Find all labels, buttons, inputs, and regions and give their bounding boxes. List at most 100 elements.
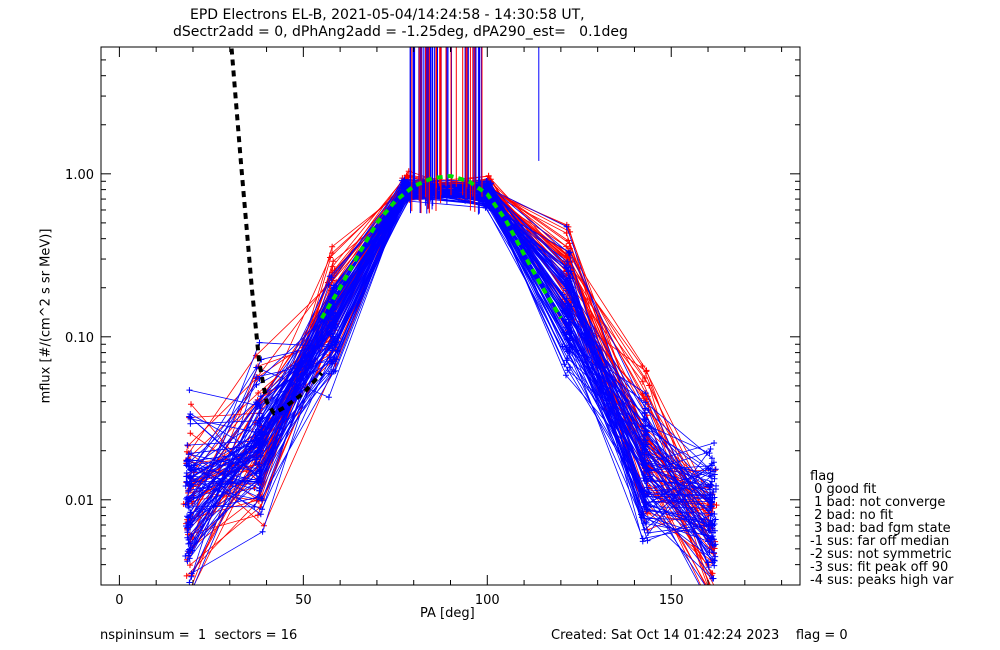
data-point [254, 512, 261, 519]
data-point [329, 347, 336, 354]
data-point [257, 476, 264, 483]
data-point [643, 467, 650, 474]
data-point [190, 586, 196, 592]
data-point [705, 495, 712, 502]
data-point [484, 178, 491, 185]
data-point [564, 285, 571, 292]
data-point [186, 413, 193, 420]
data-point [183, 572, 190, 579]
series-line [190, 188, 714, 563]
data-point [567, 334, 574, 341]
data-point [257, 511, 264, 518]
data-point [566, 346, 573, 353]
data-point [711, 440, 718, 447]
data-point [708, 482, 715, 489]
data-point [645, 489, 652, 496]
data-point [187, 482, 194, 489]
data-point [703, 449, 710, 456]
data-point [334, 347, 341, 354]
x-tick-label: 0 [115, 593, 123, 608]
data-point [183, 458, 190, 465]
data-point [639, 378, 646, 385]
data-point [185, 451, 192, 458]
series-line [189, 196, 713, 559]
data-point [565, 249, 572, 256]
data-point [644, 537, 651, 544]
x-tick-label: 50 [295, 593, 312, 608]
data-point [705, 585, 711, 591]
data-point [185, 498, 192, 505]
data-point [712, 613, 718, 619]
data-point [483, 201, 490, 208]
fit-curves-layer [229, 47, 563, 416]
data-point [327, 330, 334, 337]
data-point [645, 406, 652, 413]
series-line [189, 193, 707, 583]
data-point [711, 610, 717, 616]
data-point [252, 460, 259, 467]
series-line [186, 185, 710, 577]
data-point [186, 462, 193, 469]
data-point [641, 375, 648, 382]
data-point [325, 394, 332, 401]
data-point [187, 483, 194, 490]
data-point [330, 258, 337, 265]
legend-entry: 1 bad: not converge [810, 495, 946, 510]
data-point [400, 187, 407, 194]
legend-entry: -3 sus: fit peak off 90 [810, 560, 949, 575]
y-tick-label: 0.01 [65, 494, 94, 509]
legend-entry: -1 sus: far off median [810, 534, 950, 549]
data-point [256, 410, 263, 417]
x-tick-label: 150 [659, 593, 684, 608]
data-point [330, 368, 337, 375]
series-line [188, 186, 715, 566]
data-point [329, 243, 336, 250]
data-point [643, 519, 650, 526]
data-point [256, 339, 263, 346]
data-point [566, 364, 573, 371]
data-point [185, 536, 192, 543]
data-point [328, 358, 335, 365]
data-point [565, 268, 572, 275]
data-point [705, 586, 711, 592]
data-point [640, 423, 647, 430]
data-point [709, 586, 715, 592]
data-point [184, 558, 191, 565]
data-point [713, 482, 720, 489]
series-line [188, 200, 715, 561]
data-point [641, 526, 648, 533]
data-point [401, 176, 408, 183]
data-point [711, 562, 718, 569]
data-point [712, 516, 719, 523]
data-point [711, 510, 718, 517]
data-point [328, 274, 335, 281]
legend-entry: 3 bad: bad fgm state [810, 521, 951, 536]
data-point [329, 263, 336, 270]
data-point [182, 553, 189, 560]
data-point [705, 564, 712, 571]
data-point [563, 223, 570, 230]
legend-entry: -4 sus: peaks high var [810, 573, 954, 588]
data-point [707, 466, 714, 473]
data-point [708, 502, 715, 509]
data-point [333, 323, 340, 330]
data-point [643, 368, 650, 375]
data-point [643, 506, 650, 513]
data-point [641, 416, 648, 423]
data-point [645, 529, 652, 536]
data-point [329, 277, 336, 284]
data-point [711, 475, 718, 482]
data-point [712, 466, 719, 473]
data-point [640, 503, 647, 510]
data-point [710, 536, 717, 543]
data-point [707, 492, 714, 499]
x-axis-label: PA [deg] [420, 606, 475, 621]
data-point [642, 399, 649, 406]
data-point [707, 589, 713, 595]
data-point [253, 373, 260, 380]
fit-curve-black [229, 47, 324, 416]
data-point [187, 466, 194, 473]
data-point [708, 473, 715, 480]
data-point [485, 185, 492, 192]
data-point [710, 459, 717, 466]
